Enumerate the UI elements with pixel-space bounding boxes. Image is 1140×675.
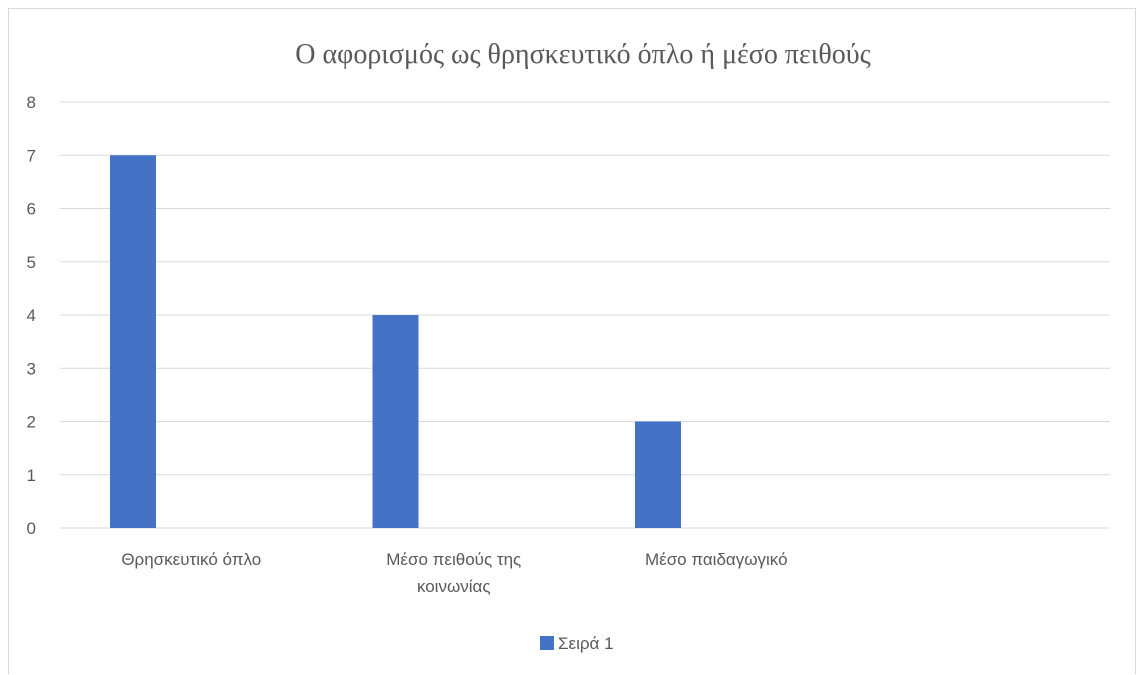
y-axis-ticks: 0 1 2 3 4 5 6 7 8 bbox=[27, 93, 36, 538]
bar-2 bbox=[635, 422, 681, 529]
x-axis-categories: Θρησκευτικό όπλο Μέσο πειθούς της κοινωνία… bbox=[121, 550, 787, 596]
x-category-label: Μέσο πειθούς της bbox=[386, 550, 521, 569]
y-tick-label: 5 bbox=[27, 253, 36, 272]
y-tick-label: 7 bbox=[27, 146, 36, 165]
x-category-label: Θρησκευτικό όπλο bbox=[121, 550, 261, 569]
chart-title: Ο αφορισμός ως θρησκευτικό όπλο ή μέσο π… bbox=[295, 39, 870, 70]
y-tick-label: 3 bbox=[27, 359, 36, 378]
x-category-label: Μέσο παιδαγωγικό bbox=[645, 550, 788, 569]
legend: Σειρά 1 bbox=[540, 634, 614, 653]
y-tick-label: 6 bbox=[27, 200, 36, 219]
y-tick-label: 1 bbox=[27, 466, 36, 485]
legend-label: Σειρά 1 bbox=[558, 634, 614, 653]
y-tick-label: 0 bbox=[27, 519, 36, 538]
x-category-label: κοινωνίας bbox=[417, 577, 491, 596]
bar-0 bbox=[110, 155, 156, 528]
y-tick-label: 8 bbox=[27, 93, 36, 112]
bars bbox=[110, 155, 681, 528]
y-tick-label: 4 bbox=[27, 306, 36, 325]
legend-swatch bbox=[540, 636, 554, 650]
y-tick-label: 2 bbox=[27, 413, 36, 432]
gridlines bbox=[60, 102, 1110, 528]
bar-1 bbox=[373, 315, 419, 528]
